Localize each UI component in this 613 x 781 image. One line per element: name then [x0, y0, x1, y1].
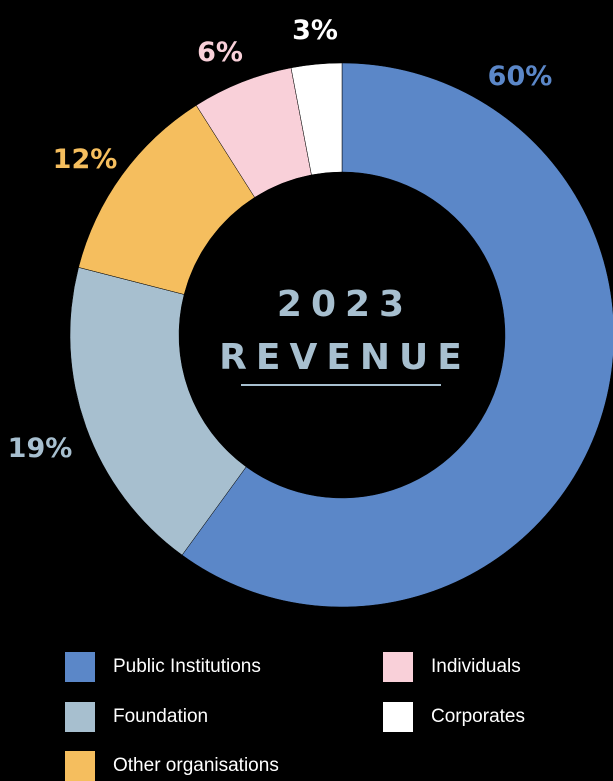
value-label: 6%: [197, 37, 243, 68]
donut-segment: [181, 62, 613, 608]
legend-label: Individuals: [431, 656, 521, 677]
legend-label: Public Institutions: [113, 656, 261, 677]
legend-swatch: [383, 702, 413, 732]
donut-segment: [69, 267, 247, 556]
legend-swatch: [65, 652, 95, 682]
center-title: 2023: [277, 284, 413, 325]
legend-label: Corporates: [431, 706, 525, 727]
value-label: 19%: [8, 433, 73, 464]
center-subtitle: REVENUE: [219, 337, 471, 378]
legend-label: Other organisations: [113, 755, 279, 776]
donut-segment: [290, 62, 343, 176]
value-label: 3%: [292, 15, 338, 46]
legend-swatch: [65, 702, 95, 732]
value-label: 12%: [53, 144, 118, 175]
value-label: 60%: [488, 61, 553, 92]
legend-swatch: [383, 652, 413, 682]
legend-label: Foundation: [113, 706, 208, 727]
legend-swatch: [65, 751, 95, 781]
